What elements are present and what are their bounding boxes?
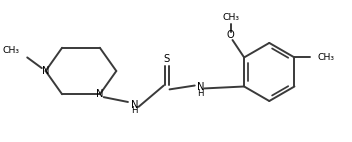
Text: H: H [131, 106, 138, 115]
Text: N: N [42, 66, 49, 76]
Text: N: N [96, 89, 103, 99]
Text: H: H [197, 89, 204, 98]
Text: CH₃: CH₃ [222, 13, 239, 22]
Text: N: N [197, 83, 204, 92]
Text: O: O [227, 30, 234, 40]
Text: N: N [131, 100, 138, 110]
Text: S: S [164, 54, 170, 64]
Text: CH₃: CH₃ [318, 53, 335, 62]
Text: CH₃: CH₃ [2, 46, 19, 55]
